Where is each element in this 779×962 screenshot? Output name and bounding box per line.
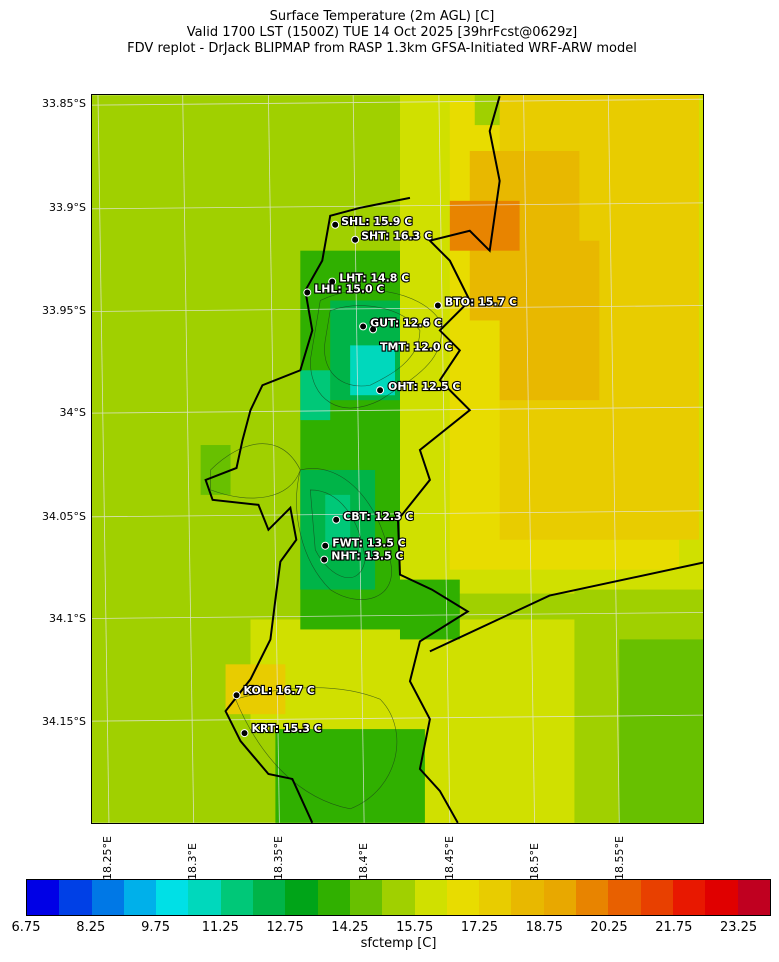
colorbar-bin bbox=[349, 880, 383, 915]
graticule bbox=[92, 95, 703, 823]
temperature-cells bbox=[200, 95, 703, 823]
station-label[interactable]: SHT: 16.3 C bbox=[360, 229, 433, 244]
colorbar bbox=[26, 879, 771, 916]
lat-label: 33.85°S bbox=[42, 97, 86, 110]
colorbar-label: sfctemp [C] bbox=[360, 936, 437, 951]
lat-label: 34°S bbox=[59, 406, 86, 419]
station-label[interactable]: KRT: 15.3 C bbox=[250, 721, 323, 736]
colorbar-bin bbox=[511, 880, 544, 915]
lon-label: 18.3°E bbox=[186, 843, 199, 880]
map-subtitle-valid: Valid 1700 LST (1500Z) TUE 14 Oct 2025 [… bbox=[186, 25, 578, 40]
lat-label: 34.05°S bbox=[42, 510, 86, 523]
colorbar-bin bbox=[382, 880, 415, 915]
station-label[interactable]: CBT: 12.3 C bbox=[342, 509, 415, 524]
map-subtitle-model: FDV replot - DrJack BLIPMAP from RASP 1.… bbox=[127, 41, 637, 56]
colorbar-bin bbox=[27, 880, 60, 915]
station-label[interactable]: NHT: 13.5 C bbox=[330, 549, 404, 564]
colorbar-bin bbox=[608, 880, 641, 915]
colorbar-tick-label: 23.25 bbox=[719, 920, 758, 935]
station-labels: SHL: 15.9 C SHT: 16.3 C LHT: 14.8 C LHL:… bbox=[242, 214, 518, 737]
colorbar-tick-label: 15.75 bbox=[396, 920, 434, 935]
lat-label: 33.9°S bbox=[49, 201, 86, 214]
lon-label: 18.25°E bbox=[101, 836, 114, 880]
station-label[interactable]: TMT: 12.0 C bbox=[379, 339, 454, 354]
colorbar-tick-label: 8.25 bbox=[76, 920, 106, 935]
colorbar-bin bbox=[156, 880, 189, 915]
lat-label: 34.1°S bbox=[49, 612, 86, 625]
colorbar-bin bbox=[123, 880, 157, 915]
colorbar-tick-label: 6.75 bbox=[11, 920, 41, 935]
lon-label: 18.4°E bbox=[357, 843, 370, 880]
colorbar-bin bbox=[576, 880, 609, 915]
colorbar-tick-label: 12.75 bbox=[266, 920, 304, 935]
colorbar-tick-label: 17.25 bbox=[460, 920, 499, 935]
station-label[interactable]: KOL: 16.7 C bbox=[242, 683, 316, 698]
station-label[interactable]: GUT: 12.6 C bbox=[369, 315, 443, 330]
colorbar-bin bbox=[737, 880, 770, 915]
station-label[interactable]: LHL: 15.0 C bbox=[313, 281, 385, 296]
colorbar-tick-label: 11.25 bbox=[201, 920, 239, 935]
lon-label: 18.35°E bbox=[272, 836, 285, 880]
colorbar-bin bbox=[285, 880, 318, 915]
colorbar-bin bbox=[59, 880, 92, 915]
colorbar-tick-label: 18.75 bbox=[525, 920, 563, 935]
colorbar-bin bbox=[188, 880, 221, 915]
lat-label: 33.95°S bbox=[42, 304, 86, 317]
colorbar-bin bbox=[672, 880, 706, 915]
station-label[interactable]: LHT: 14.8 C bbox=[338, 270, 410, 285]
lon-label: 18.55°E bbox=[613, 836, 626, 880]
colorbar-tick-label: 21.75 bbox=[655, 920, 693, 935]
colorbar-tick-label: 9.75 bbox=[141, 920, 171, 935]
colorbar-bin bbox=[543, 880, 577, 915]
colorbar-bin bbox=[705, 880, 738, 915]
map-title: Surface Temperature (2m AGL) [C] bbox=[269, 9, 495, 24]
station-markers bbox=[232, 220, 442, 738]
colorbar-bin bbox=[446, 880, 480, 915]
colorbar-tick-label: 14.25 bbox=[331, 920, 369, 935]
colorbar-bin bbox=[317, 880, 350, 915]
colorbar-tick-label: 20.25 bbox=[590, 920, 628, 935]
colorbar-bin bbox=[91, 880, 124, 915]
coastline bbox=[204, 95, 703, 823]
colorbar-bin bbox=[220, 880, 254, 915]
station-label[interactable]: BTO: 15.7 C bbox=[444, 294, 518, 309]
station-label[interactable]: FWT: 13.5 C bbox=[331, 536, 407, 551]
temperature-map[interactable]: SHL: 15.9 C SHT: 16.3 C LHT: 14.8 C LHL:… bbox=[91, 94, 704, 824]
station-label[interactable]: OHT: 12.5 C bbox=[387, 379, 462, 394]
colorbar-bin bbox=[640, 880, 673, 915]
colorbar-bin bbox=[253, 880, 286, 915]
lon-label: 18.45°E bbox=[443, 836, 456, 880]
lat-label: 34.15°S bbox=[42, 715, 86, 728]
colorbar-bin bbox=[414, 880, 447, 915]
station-label[interactable]: SHL: 15.9 C bbox=[340, 214, 413, 229]
lon-label: 18.5°E bbox=[528, 843, 541, 880]
colorbar-bin bbox=[479, 880, 512, 915]
